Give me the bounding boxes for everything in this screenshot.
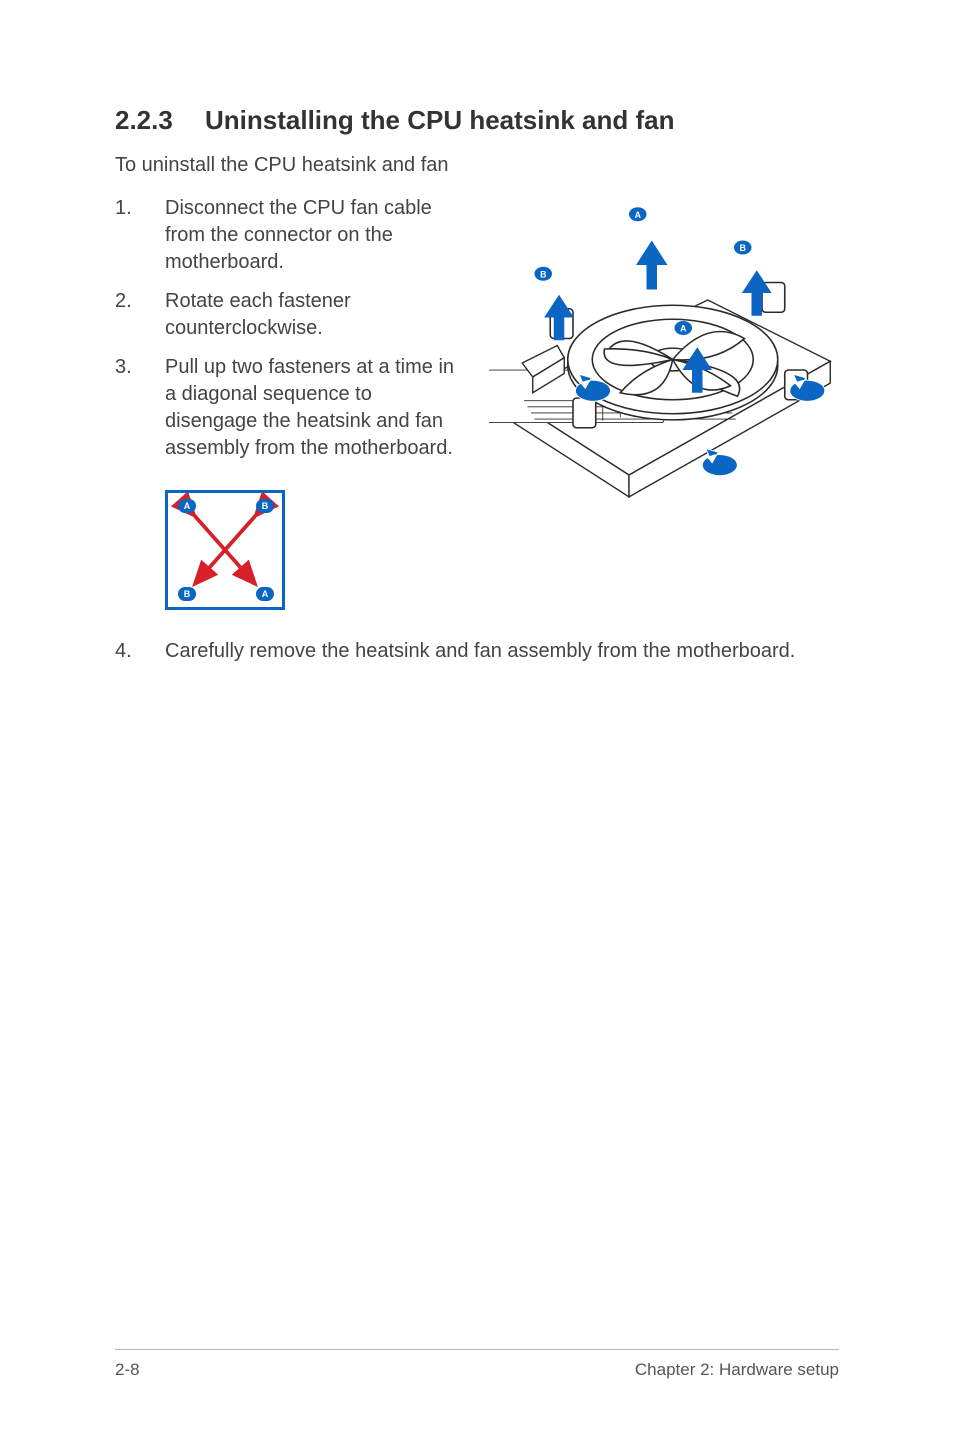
section-heading: 2.2.3Uninstalling the CPU heatsink and f… xyxy=(115,105,839,136)
page: 2.2.3Uninstalling the CPU heatsink and f… xyxy=(0,0,954,1438)
step-number: 3. xyxy=(115,354,165,462)
diagonal-sequence-diagram: A B B A xyxy=(165,490,285,610)
step-number: 1. xyxy=(115,195,165,276)
corner-badge-a: A xyxy=(178,499,196,513)
step-text: Disconnect the CPU fan cable from the co… xyxy=(165,195,465,276)
steps-list: 1. Disconnect the CPU fan cable from the… xyxy=(115,195,465,462)
two-column-layout: 1. Disconnect the CPU fan cable from the… xyxy=(115,195,839,610)
step-text: Rotate each fastener counterclockwise. xyxy=(165,288,465,342)
badge-label: A xyxy=(635,210,642,220)
step-item: 1. Disconnect the CPU fan cable from the… xyxy=(115,195,465,276)
corner-badge-a: A xyxy=(256,587,274,601)
badge-label: B xyxy=(740,243,746,253)
step-text: Pull up two fasteners at a time in a dia… xyxy=(165,354,465,462)
step-number: 4. xyxy=(115,638,165,665)
page-footer: 2-8 Chapter 2: Hardware setup xyxy=(115,1349,839,1380)
step-number: 2. xyxy=(115,288,165,342)
badge-label: A xyxy=(680,324,687,334)
step-item: 3. Pull up two fasteners at a time in a … xyxy=(115,354,465,462)
step-text: Carefully remove the heatsink and fan as… xyxy=(165,638,795,665)
left-column: 1. Disconnect the CPU fan cable from the… xyxy=(115,195,465,610)
corner-badge-b: B xyxy=(256,499,274,513)
section-number: 2.2.3 xyxy=(115,105,205,136)
page-number: 2-8 xyxy=(115,1360,140,1380)
intro-text: To uninstall the CPU heatsink and fan xyxy=(115,154,839,177)
step-item: 2. Rotate each fastener counterclockwise… xyxy=(115,288,465,342)
section-title: Uninstalling the CPU heatsink and fan xyxy=(205,105,675,135)
chapter-label: Chapter 2: Hardware setup xyxy=(635,1360,839,1380)
right-column: A B B A xyxy=(489,195,839,533)
corner-badge-b: B xyxy=(178,587,196,601)
badge-label: B xyxy=(540,269,546,279)
step-4: 4. Carefully remove the heatsink and fan… xyxy=(115,638,839,665)
heatsink-fan-illustration: A B B A xyxy=(489,195,839,528)
